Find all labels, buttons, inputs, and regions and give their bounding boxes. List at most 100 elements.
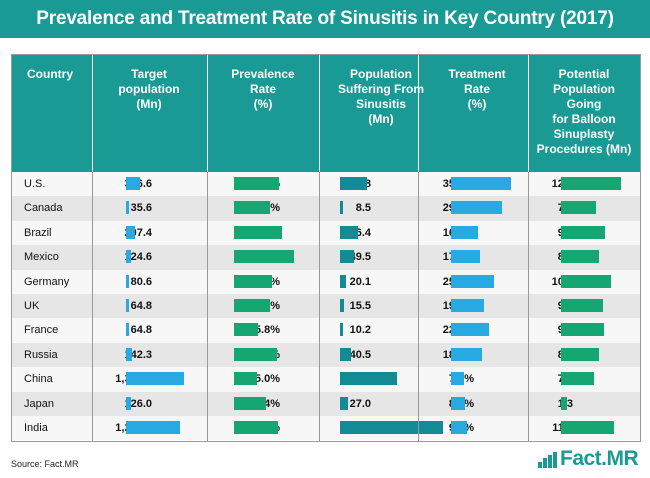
population-value: 10.2 [349,324,371,337]
prevalence-bar [234,323,258,337]
population-bar [340,347,352,361]
header-target-line: Target [131,67,167,81]
prevalence-bar [234,250,294,264]
header-population-line: Sinusitis [355,97,406,111]
country-cell: France [24,324,59,337]
country-cell: Germany [24,275,70,288]
table-row: India1,281.929.0%371.89.6%11.2 [12,416,640,441]
population-value: 49.5 [349,251,371,264]
header-population-line: Suffering From [338,82,424,96]
prevalence-bar [234,225,283,239]
header-potential-line: Potential [558,67,610,81]
target-value: 64.8 [130,324,152,337]
factmr-logo: Fact.MR [538,446,643,472]
potential-bar [561,299,604,312]
potential-bar [561,421,614,434]
target-bar [126,250,132,264]
header-prevalence-line: Prevalence [231,67,295,81]
country-cell: Brazil [24,226,52,239]
prevalence-bar [234,421,278,434]
logo-bars-icon [538,452,557,468]
column-divider [528,172,529,441]
header-potential-line: Going [566,97,602,111]
target-value: 80.6 [130,275,152,288]
column-divider [207,172,208,441]
target-bar [126,323,129,337]
target-bar [126,177,140,190]
population-bar [340,421,444,434]
target-bar [126,274,130,288]
potential-bar [561,274,612,288]
potential-bar [561,396,568,410]
population-bar [340,177,368,190]
header-prevalence-line: (%) [253,97,273,111]
treatment-bar [451,177,511,190]
target-bar [126,201,129,215]
treatment-bar [451,250,481,264]
target-bar [126,396,132,410]
treatment-bar [451,396,466,410]
header-prevalence-line: Rate [249,82,276,96]
treatment-bar [451,347,482,361]
potential-bar [561,372,594,386]
header-potential-line: Sinuplasty [553,127,615,141]
population-bar [340,201,343,215]
header-treatment-line: Treatment [448,67,506,81]
header-target: Target population (Mn) [94,67,204,112]
header-target-line: population [118,82,180,96]
country-cell: China [24,373,53,386]
header-potential-line: Population [553,82,615,96]
potential-bar [561,177,621,190]
population-value: 15.5 [349,300,371,312]
target-value: 64.8 [130,300,152,312]
header-target-line: (Mn) [136,97,162,111]
country-cell: Russia [24,348,58,361]
header-population-line: Population [350,67,412,81]
population-bar [340,372,398,386]
target-bar [126,299,129,312]
target-value: 35.6 [130,202,152,215]
country-cell: India [24,422,48,434]
treatment-value: 8.2% [418,392,474,416]
country-cell: UK [24,300,40,312]
population-bar [340,323,343,337]
treatment-value: 7.6% [418,367,474,391]
header-potential-line: Procedures (Mn) [536,142,632,156]
population-bar [340,299,345,312]
table-row: U.S.326.630.0%9835.0%12.8 [12,172,640,197]
header-treatment: Treatment Rate (%) [420,67,534,112]
target-bar [126,372,184,386]
header-potential-line: for Balloon [552,112,616,126]
logo-text: Fact.MR [560,447,639,470]
potential-bar [561,201,597,215]
column-divider [319,172,320,441]
prevalence-bar [234,201,271,215]
prevalence-bar [234,372,257,386]
target-value: 126.0 [124,397,152,410]
country-cell: Japan [24,397,54,410]
target-value: 207.4 [124,226,152,239]
population-value: 20.1 [349,275,371,288]
prevalence-bar [234,299,271,312]
source-note: Source: Fact.MR [11,459,79,469]
header-country: Country [27,67,73,81]
header-potential: Potential Population Going for Balloon S… [528,67,640,157]
treatment-bar [451,299,484,312]
population-value: 40.5 [349,348,371,361]
treatment-bar [451,323,489,337]
treatment-bar [451,274,494,288]
population-bar [340,396,348,410]
column-divider [92,172,93,441]
target-bar [126,421,180,434]
header-treatment-line: Rate [463,82,490,96]
country-cell: U.S. [24,178,46,190]
header-population-line: (Mn) [368,112,394,126]
potential-bar [561,250,600,264]
potential-bar [561,323,605,337]
